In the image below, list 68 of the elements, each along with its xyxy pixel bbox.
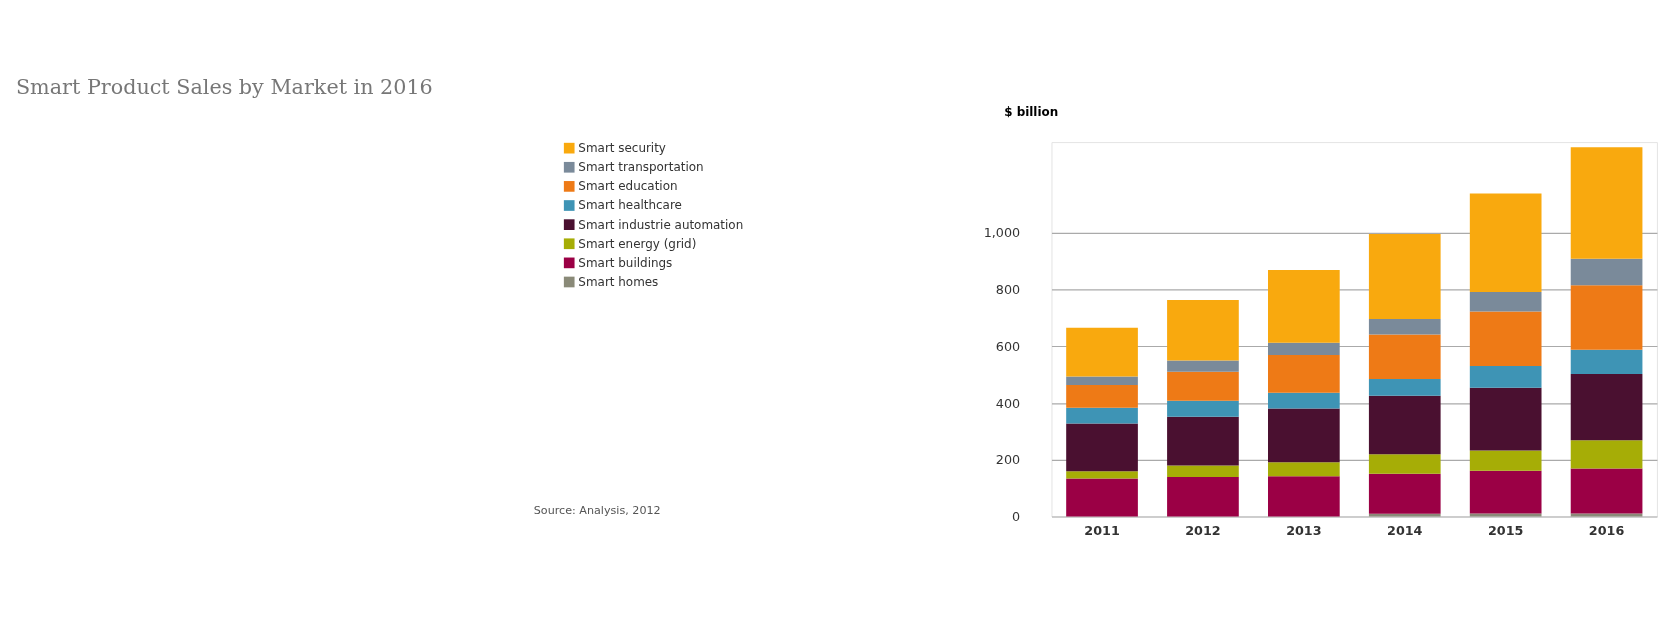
x-tick-label: 2012 [1185, 523, 1221, 539]
bar [1469, 193, 1542, 292]
source-note: Source: Analysis, 2012 [533, 504, 661, 518]
bar [1570, 468, 1643, 514]
legend-label: Smart healthcare [578, 198, 682, 213]
bar [1066, 471, 1138, 479]
bar [1167, 416, 1239, 466]
text: Smart Product Sales by Market in 2016 [15, 75, 433, 100]
bar [1167, 465, 1239, 477]
bar [1066, 376, 1138, 385]
bar [1268, 270, 1340, 343]
x-tick-label: 2016 [1588, 523, 1625, 539]
legend-label: Smart buildings [578, 255, 673, 270]
y-tick-label: 600 [995, 338, 1021, 354]
bar [1268, 462, 1340, 477]
bar [1469, 387, 1542, 451]
bar [1167, 360, 1239, 372]
bar [1469, 450, 1542, 471]
bar [1368, 473, 1441, 514]
bar [1066, 384, 1138, 408]
bar [1570, 147, 1643, 259]
bar [1066, 478, 1138, 517]
bar [1368, 234, 1441, 319]
bar [1469, 291, 1542, 312]
bar [1570, 373, 1643, 441]
bar [1368, 395, 1441, 455]
bar [1167, 400, 1239, 417]
y-tick-label: 1,000 [983, 225, 1021, 241]
bar [1268, 408, 1340, 463]
bar [1469, 513, 1542, 517]
bar [1368, 513, 1441, 517]
legend-label: Smart education [578, 179, 678, 194]
bar [1570, 513, 1643, 517]
bar [1268, 476, 1340, 517]
bar [1570, 440, 1643, 469]
bar [1469, 365, 1542, 388]
y-tick-label: 200 [995, 452, 1021, 468]
legend-label: Smart industrie automation [578, 217, 744, 232]
x-tick-label: 2011 [1084, 523, 1120, 539]
bar [1066, 423, 1138, 472]
bar [1368, 454, 1441, 474]
bar [1368, 379, 1441, 396]
bar [1570, 349, 1643, 374]
bar [1167, 371, 1239, 401]
legend-label: Smart homes [578, 274, 659, 289]
bar [1570, 285, 1643, 350]
x-tick-label: 2015 [1487, 523, 1524, 539]
legend-label: Smart transportation [578, 160, 704, 175]
bar [1570, 258, 1643, 286]
bar [1268, 392, 1340, 409]
y-tick-label: 0 [1012, 508, 1021, 524]
legend-label: Smart energy (grid) [578, 236, 697, 251]
y-tick-label: 400 [995, 395, 1021, 411]
bar [1368, 318, 1441, 335]
bar [1268, 342, 1340, 355]
bar [1268, 354, 1340, 393]
y-tick-label: 800 [995, 282, 1021, 298]
legend-label: Smart security [578, 141, 666, 156]
bar [1066, 327, 1138, 377]
bar [1167, 299, 1239, 361]
x-tick-label: 2014 [1387, 523, 1423, 539]
bar [1368, 334, 1441, 380]
x-tick-label: 2013 [1286, 523, 1322, 539]
bar [1167, 476, 1239, 517]
bar [1469, 470, 1542, 514]
bar [1066, 407, 1138, 424]
y-axis-title: $ billion [1004, 105, 1059, 120]
bar [1469, 311, 1542, 366]
